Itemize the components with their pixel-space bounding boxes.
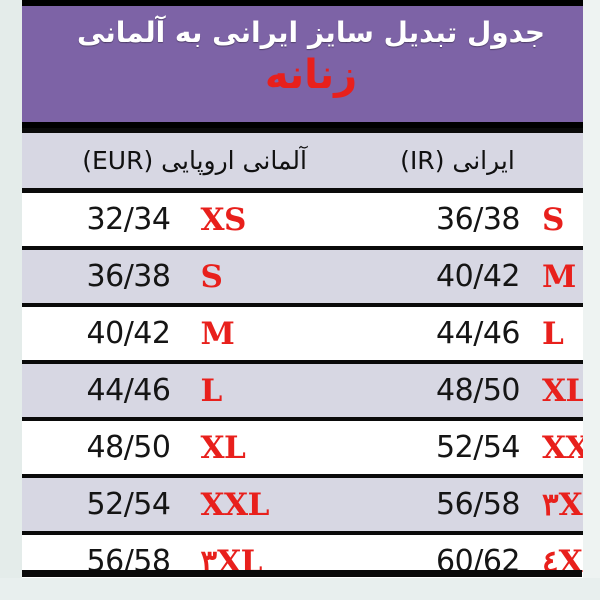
european-size: XXL: [200, 486, 269, 523]
european-size: M: [200, 315, 235, 352]
size-table-container: ایرانی (IR) آلمانی اروپایی (EUR) 36/38 S: [22, 128, 600, 592]
cell-iranian: 52/54 XXL: [315, 417, 600, 478]
iranian-range: 52/54: [436, 430, 520, 465]
iranian-size: S: [542, 201, 564, 238]
iranian-range: 36/38: [436, 202, 520, 237]
european-range: 44/46: [86, 373, 171, 408]
european-range: 48/50: [86, 430, 171, 465]
title-banner: جدول تبدیل سایز ایرانی به آلمانی زنانه: [22, 0, 600, 128]
column-header-european: آلمانی اروپایی (EUR): [22, 128, 315, 193]
european-size: XL: [200, 429, 246, 466]
iranian-size: XL: [542, 372, 587, 409]
column-header-european-label: آلمانی اروپایی (EUR): [82, 146, 307, 175]
cell-european: 40/42 M: [22, 303, 315, 364]
table-row: 44/46 L 40/42 M: [22, 303, 600, 364]
table-row: 40/42 M 36/38 S: [22, 246, 600, 307]
column-header-iranian-label: ایرانی (IR): [400, 146, 515, 175]
cell-iranian: 44/46 L: [315, 303, 600, 364]
cell-european: 48/50 XL: [22, 417, 315, 478]
chart-subtitle-womens: زنانه: [264, 52, 358, 98]
page-right-margin: [583, 0, 600, 600]
european-size: XS: [200, 201, 246, 238]
iranian-range: 48/50: [436, 373, 520, 408]
cell-european: 52/54 XXL: [22, 474, 315, 535]
table-row: 36/38 S 32/34 XS: [22, 188, 600, 250]
cell-iranian: 40/42 M: [315, 246, 600, 307]
cell-iranian: 36/38 S: [315, 188, 600, 250]
iranian-size: L: [542, 315, 564, 352]
column-header-iranian: ایرانی (IR): [315, 128, 600, 193]
iranian-range: 40/42: [436, 259, 520, 294]
cell-iranian: 56/58 ۳XL: [315, 474, 600, 535]
iranian-size: M: [542, 258, 576, 295]
header-row: ایرانی (IR) آلمانی اروپایی (EUR): [22, 128, 600, 193]
european-size: L: [200, 372, 222, 409]
table-bottom-rule: [22, 570, 582, 577]
table-body: 36/38 S 32/34 XS 40/42: [22, 188, 600, 592]
european-range: 52/54: [86, 487, 171, 522]
iranian-range: 44/46: [436, 316, 520, 351]
iranian-range: 56/58: [436, 487, 520, 522]
table-header: ایرانی (IR) آلمانی اروپایی (EUR): [22, 128, 600, 193]
chart-title: جدول تبدیل سایز ایرانی به آلمانی: [76, 16, 546, 49]
size-conversion-table: ایرانی (IR) آلمانی اروپایی (EUR) 36/38 S: [22, 128, 600, 592]
page-left-margin: [0, 0, 22, 600]
cell-european: 32/34 XS: [22, 188, 315, 250]
european-size: S: [200, 258, 223, 295]
european-range: 32/34: [86, 202, 171, 237]
cell-european: 44/46 L: [22, 360, 315, 421]
table-row: 56/58 ۳XL 52/54 XXL: [22, 474, 600, 535]
european-range: 40/42: [86, 316, 171, 351]
cell-iranian: 48/50 XL: [315, 360, 600, 421]
table-row: 48/50 XL 44/46 L: [22, 360, 600, 421]
european-range: 36/38: [86, 259, 171, 294]
page-bottom-margin: [0, 578, 600, 600]
table-row: 52/54 XXL 48/50 XL: [22, 417, 600, 478]
cell-european: 36/38 S: [22, 246, 315, 307]
